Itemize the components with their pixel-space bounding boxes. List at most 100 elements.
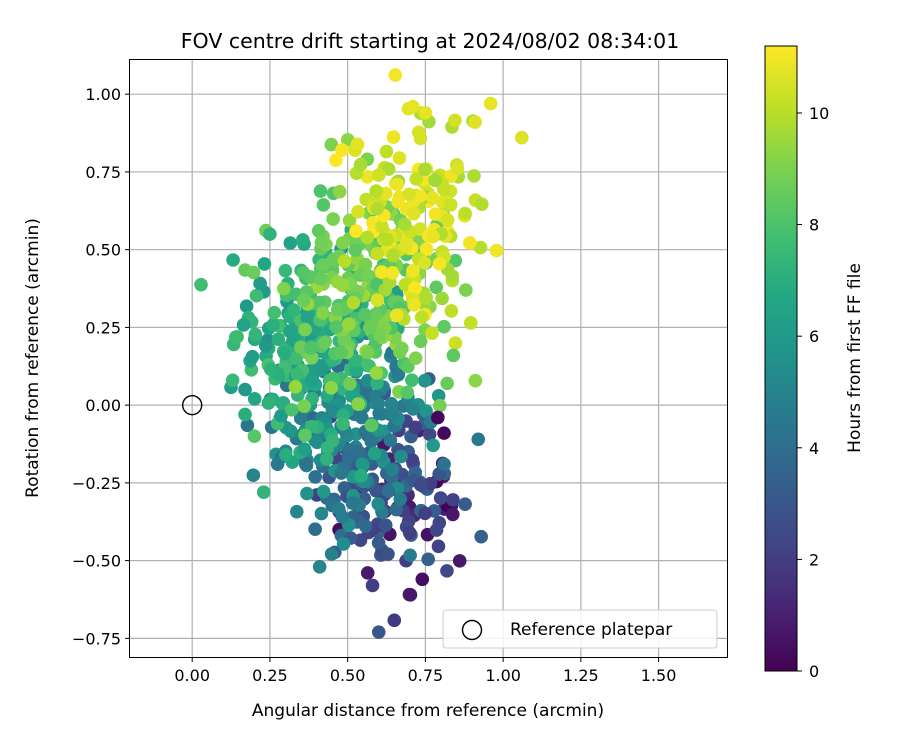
data-point <box>353 157 368 172</box>
data-point <box>468 373 483 388</box>
data-point <box>371 396 386 411</box>
colorbar-ticks: 0 2 4 6 8 10 <box>797 104 829 681</box>
data-point <box>238 407 252 422</box>
x-tick-label: 0.75 <box>408 666 444 685</box>
data-point <box>445 507 460 522</box>
data-point <box>459 283 473 297</box>
data-point <box>483 96 498 111</box>
data-point <box>371 535 386 550</box>
data-point <box>308 470 323 484</box>
data-point <box>408 351 423 366</box>
data-point <box>387 613 402 628</box>
y-tick-label: 0.00 <box>85 396 121 415</box>
data-point <box>400 385 415 400</box>
data-point <box>369 184 383 198</box>
plot-frame <box>129 59 728 658</box>
data-point <box>440 213 455 227</box>
data-point <box>421 552 435 567</box>
data-point <box>419 242 434 256</box>
data-point <box>446 348 461 363</box>
data-point <box>428 207 443 221</box>
data-point <box>316 198 331 212</box>
data-point <box>329 153 343 168</box>
data-point <box>381 484 396 499</box>
data-point <box>332 184 347 199</box>
data-point <box>381 547 395 561</box>
data-point <box>437 319 451 334</box>
data-point <box>343 376 357 391</box>
data-point <box>194 277 208 292</box>
data-point <box>364 434 378 449</box>
data-point <box>350 137 365 152</box>
data-point <box>368 307 383 321</box>
data-point <box>296 293 311 308</box>
data-point <box>276 281 291 296</box>
data-point <box>432 256 447 271</box>
data-point <box>398 217 412 232</box>
data-point <box>312 560 327 574</box>
data-point <box>395 341 409 356</box>
data-point <box>452 554 467 568</box>
data-point <box>308 522 322 536</box>
data-point <box>316 484 331 499</box>
data-point <box>256 485 271 500</box>
colorbar-gradient <box>764 45 798 672</box>
data-point <box>365 578 380 593</box>
x-axis-label: Angular distance from reference (arcmin) <box>252 701 604 721</box>
data-point <box>360 566 375 580</box>
legend-entry-reference: Reference platepar <box>510 620 672 640</box>
y-axis-ticks: 1.00 0.75 0.50 0.25 0.00 −0.25 −0.50 −0.75 <box>72 85 130 648</box>
data-point <box>473 240 488 255</box>
data-point <box>351 397 365 411</box>
data-point <box>415 572 430 587</box>
data-point <box>407 298 421 312</box>
data-point <box>398 239 413 253</box>
data-point <box>422 427 437 442</box>
data-point <box>249 288 264 303</box>
data-point <box>311 224 326 238</box>
data-point <box>371 625 386 639</box>
data-point <box>289 504 304 519</box>
data-point <box>463 316 478 330</box>
data-point <box>361 268 376 283</box>
data-point <box>433 491 448 505</box>
reference-platepar-marker <box>181 394 203 416</box>
data-point <box>370 246 384 261</box>
data-point <box>406 99 420 114</box>
data-point <box>406 402 420 416</box>
x-tick-label: 0.00 <box>174 666 210 685</box>
x-tick-label: 1.50 <box>641 666 677 685</box>
data-point <box>367 446 382 461</box>
data-point <box>408 281 422 296</box>
data-point <box>266 318 280 332</box>
colorbar-tick-label: 0 <box>809 662 819 681</box>
data-point <box>418 106 433 120</box>
data-point <box>437 426 451 440</box>
data-point <box>418 162 432 177</box>
data-point <box>304 373 319 387</box>
data-point <box>371 168 386 182</box>
y-tick-label: 0.25 <box>85 318 121 337</box>
data-point <box>406 263 420 278</box>
data-point <box>358 519 373 533</box>
data-point <box>370 201 384 216</box>
y-tick-label: 0.75 <box>85 163 121 182</box>
data-point <box>298 322 312 337</box>
data-point <box>374 265 389 279</box>
data-point <box>474 529 488 544</box>
data-point <box>278 447 293 462</box>
data-point <box>426 438 440 453</box>
data-point <box>261 396 276 410</box>
data-point <box>318 335 332 350</box>
data-point <box>413 189 427 203</box>
data-point <box>475 197 489 212</box>
data-point <box>300 486 314 501</box>
data-point <box>324 137 339 152</box>
data-point <box>352 445 366 459</box>
data-point <box>341 317 356 332</box>
colorbar-tick-label: 8 <box>809 216 819 235</box>
data-point <box>403 588 418 602</box>
data-point <box>270 457 285 471</box>
data-point <box>414 310 429 324</box>
